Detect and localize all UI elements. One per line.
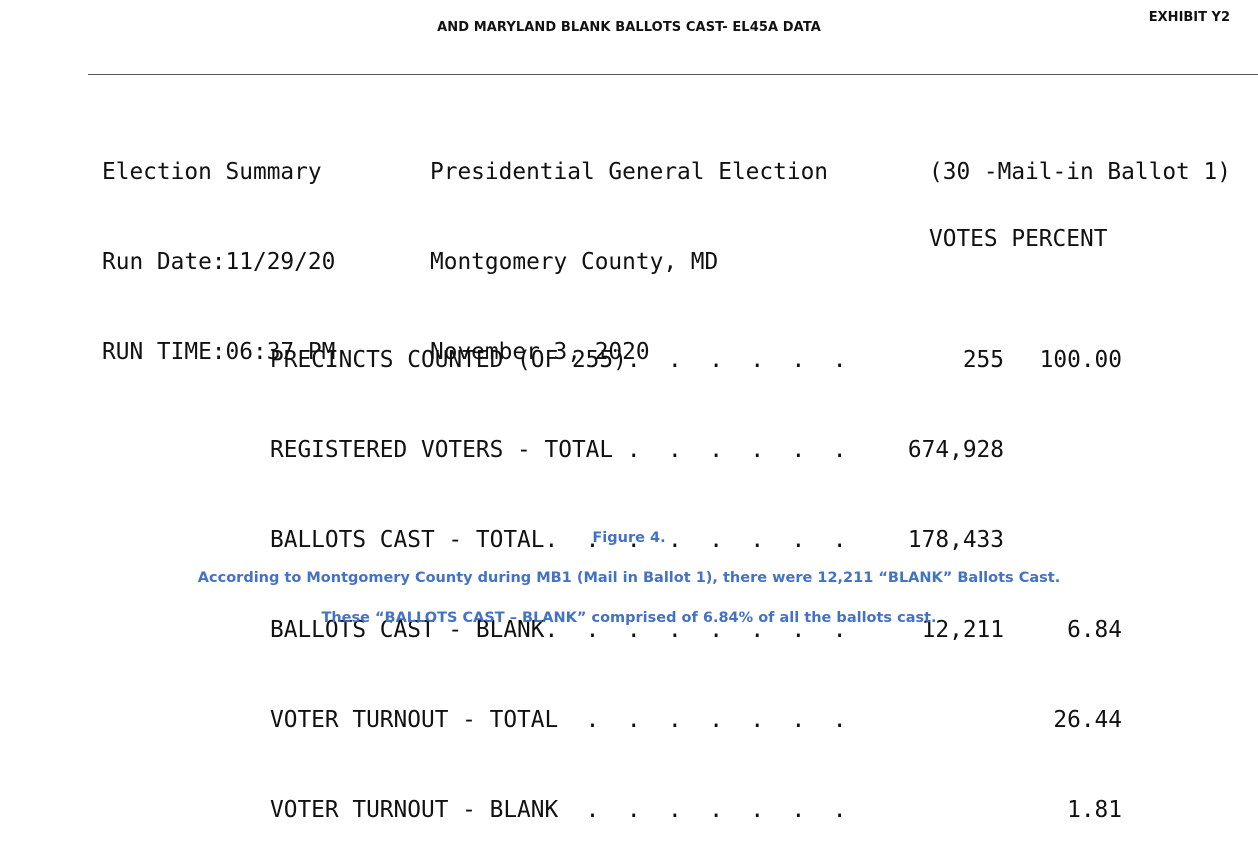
stat-votes: 674,928: [907, 437, 1004, 463]
report-header-cell: Montgomery County, MD: [430, 249, 719, 275]
report-header-row: Election Summary Presidential General El…: [102, 157, 1231, 187]
caption-line-2: These “BALLOTS CAST – BLANK” comprised o…: [321, 610, 937, 626]
stat-votes: 12,211: [921, 617, 1004, 643]
exhibit-label: EXHIBIT Y2: [1148, 10, 1230, 25]
report-header-cell: Election Summary: [102, 159, 322, 185]
table-row: PRECINCTS COUNTED (OF 255). . . . . . 25…: [270, 345, 1122, 375]
report-header-cell: RUN TIME:06:37 PM: [102, 339, 336, 365]
report-header-row: RUN TIME:06:37 PM November 3, 2020: [102, 337, 1231, 367]
table-row: REGISTERED VOTERS - TOTAL . . . . . . 67…: [270, 435, 1122, 465]
report-header-row: Run Date:11/29/20 Montgomery County, MD: [102, 247, 1231, 277]
report-header: Election Summary Presidential General El…: [102, 97, 1231, 397]
stat-votes: 255: [962, 347, 1004, 373]
stat-percent: 100.00: [1039, 347, 1122, 373]
figure-caption: Figure 4.: [592, 530, 666, 546]
table-row: VOTER TURNOUT - BLANK . . . . . . . 1.81: [270, 795, 1122, 825]
stat-votes: [895, 795, 1004, 825]
stat-label: REGISTERED VOTERS - TOTAL . . . . . .: [270, 437, 847, 463]
stat-percent: 6.84: [1067, 617, 1122, 643]
stat-label: BALLOTS CAST - BLANK. . . . . . . .: [270, 617, 847, 643]
caption-line-1: According to Montgomery County during MB…: [197, 570, 1061, 586]
document-title: AND MARYLAND BLANK BALLOTS CAST- EL45A D…: [437, 20, 821, 35]
table-row: VOTER TURNOUT - TOTAL . . . . . . . 26.4…: [270, 705, 1122, 735]
report-header-cell: Run Date:11/29/20: [102, 249, 336, 275]
stat-percent: [1004, 435, 1122, 465]
stat-percent: 1.81: [1067, 797, 1122, 823]
stat-label: VOTER TURNOUT - TOTAL . . . . . . .: [270, 707, 847, 733]
stat-votes: 178,433: [907, 527, 1004, 553]
stat-label: BALLOTS CAST - TOTAL. . . . . . . .: [270, 527, 847, 553]
percent-column-header: PERCENT: [1011, 226, 1108, 252]
stat-label: PRECINCTS COUNTED (OF 255). . . . . .: [270, 347, 847, 373]
report-header-cell: Presidential General Election: [430, 159, 829, 185]
table-row: BALLOTS CAST - BLANK. . . . . . . . 12,2…: [270, 615, 1122, 645]
votes-column-header: VOTES: [929, 226, 998, 252]
stat-votes: [895, 705, 1004, 735]
table-row: BALLOTS CAST - TOTAL. . . . . . . . 178,…: [270, 525, 1122, 555]
divider: [88, 74, 1258, 75]
column-headers: VOTES PERCENT: [929, 224, 1107, 254]
stat-label: VOTER TURNOUT - BLANK . . . . . . .: [270, 797, 847, 823]
stat-percent: 26.44: [1053, 707, 1122, 733]
report-header-cell: November 3, 2020: [430, 339, 650, 365]
report-header-cell: (30 -Mail-in Ballot 1): [929, 159, 1231, 185]
